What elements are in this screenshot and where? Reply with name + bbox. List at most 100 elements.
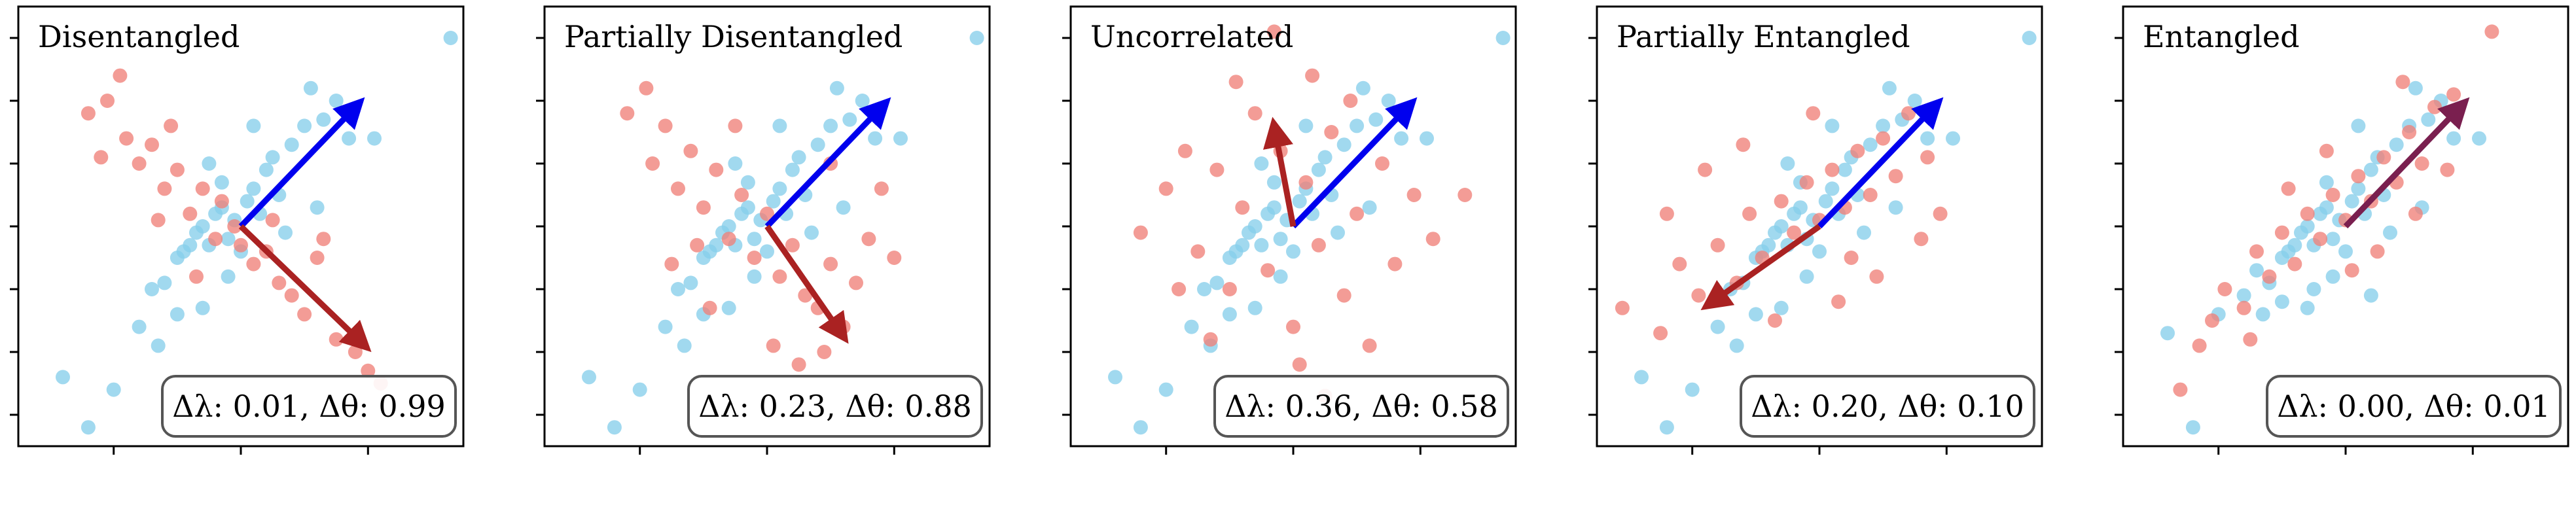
scatter-point-red <box>246 256 261 272</box>
scatter-point-red <box>798 288 813 303</box>
scatter-point-blue <box>709 237 724 253</box>
scatter-point-red <box>766 338 781 353</box>
scatter-point-blue <box>106 382 121 397</box>
scatter-point-blue <box>56 370 70 385</box>
scatter-point-red <box>1235 200 1250 215</box>
scatter-point-red <box>329 332 344 347</box>
scatter-point-red <box>1336 288 1351 303</box>
panel-5: Entangled Δλ: 0.00, Δθ: 0.01 <box>2115 5 2569 455</box>
metric-text: Δλ: 0.01, Δθ: 0.99 <box>172 389 446 424</box>
scatter-point-red <box>658 118 673 133</box>
scatter-point-blue <box>195 300 210 315</box>
scatter-point-blue <box>246 118 261 133</box>
scatter-point-blue <box>2408 80 2423 96</box>
scatter-point-blue <box>1266 175 1281 190</box>
scatter-point-blue <box>342 131 357 146</box>
scatter-point-blue <box>310 200 325 215</box>
scatter-point-blue <box>151 338 166 353</box>
scatter-point-blue <box>2319 175 2334 190</box>
scatter-point-red <box>817 345 832 359</box>
scatter-point-blue <box>246 181 261 196</box>
scatter-point-red <box>709 162 724 177</box>
scatter-point-red <box>208 232 223 247</box>
scatter-point-blue <box>284 137 299 152</box>
scatter-point-red <box>2325 188 2340 202</box>
scatter-point-blue <box>1863 137 1878 152</box>
scatter-point-blue <box>1659 420 1674 435</box>
scatter-point-blue <box>1774 300 1789 315</box>
scatter-point-blue <box>728 156 743 171</box>
scatter-point-blue <box>1920 131 1935 146</box>
scatter-point-blue <box>1888 200 1903 215</box>
scatter-point-blue <box>785 162 800 177</box>
scatter-point-blue <box>1350 118 1365 133</box>
series-red <box>1615 106 1948 341</box>
scatter-point-blue <box>1748 307 1763 322</box>
scatter-point-red <box>2217 282 2232 296</box>
panel-1: Disentangled Δλ: 0.01, Δθ: 0.99 <box>10 5 465 455</box>
scatter-point-red <box>2370 244 2385 259</box>
scatter-point-blue <box>1761 237 1776 253</box>
scatter-point-blue <box>1362 200 1377 215</box>
scatter-point-blue <box>772 181 787 196</box>
scatter-point-red <box>1691 288 1706 303</box>
scatter-point-red <box>2484 24 2499 39</box>
scatter-point-red <box>272 275 287 290</box>
scatter-point-blue <box>658 319 673 334</box>
scatter-point-red <box>683 143 698 158</box>
scatter-point-blue <box>1298 118 1314 133</box>
scatter-point-blue <box>1266 200 1281 215</box>
scatter-point-red <box>2274 225 2289 240</box>
scatter-point-red <box>1172 282 1187 296</box>
arrow-merged <box>2343 97 2470 229</box>
scatter-point-red <box>227 219 242 234</box>
scatter-point-red <box>1209 162 1225 177</box>
scatter-point-blue <box>316 112 331 127</box>
scatter-point-red <box>2249 244 2264 259</box>
scatter-point-red <box>1844 251 1859 265</box>
scatter-point-red <box>265 213 280 228</box>
scatter-point-blue <box>1311 162 1326 177</box>
scatter-point-red <box>1831 294 1846 309</box>
scatter-point-red <box>80 106 96 121</box>
scatter-point-red <box>2313 232 2328 247</box>
scatter-point-red <box>1362 338 1377 353</box>
metric-box <box>687 375 983 438</box>
scatter-point-blue <box>1818 194 1833 209</box>
scatter-point-red <box>1311 237 1326 253</box>
scatter-point-blue <box>1837 162 1852 177</box>
scatter-point-red <box>702 300 717 315</box>
scatter-point-red <box>849 275 863 290</box>
scatter-point-red <box>1425 232 1440 247</box>
scatter-point-blue <box>747 269 762 284</box>
metric-text: Δλ: 0.36, Δθ: 0.58 <box>1225 389 1498 424</box>
scatter-point-blue <box>2338 244 2353 259</box>
scatter-point-blue <box>747 232 762 247</box>
scatter-point-red <box>1324 125 1339 139</box>
scatter-point-red <box>1190 244 1206 259</box>
scatter-point-blue <box>740 175 755 190</box>
scatter-point-red <box>2319 143 2334 158</box>
scatter-point-red <box>690 237 705 253</box>
scatter-point-blue <box>443 31 458 45</box>
scatter-point-blue <box>2287 237 2302 253</box>
scatter-point-blue <box>740 200 755 215</box>
scatter-point-blue <box>221 269 236 284</box>
scatter-point-red <box>1406 188 1422 202</box>
scatter-point-blue <box>582 370 596 385</box>
scatter-point-blue <box>1882 80 1897 96</box>
scatter-point-red <box>620 106 635 121</box>
scatter-point-red <box>639 80 654 96</box>
scatter-point-blue <box>1634 370 1649 385</box>
metric-box <box>2266 375 2562 438</box>
scatter-point-blue <box>1317 150 1333 165</box>
scatter-point-red <box>164 118 179 133</box>
scatter-point-red <box>1228 75 1243 90</box>
panel-2: Partially Disentangled Δλ: 0.23, Δθ: 0.88 <box>536 5 991 455</box>
scatter-point-blue <box>2446 131 2461 146</box>
scatter-point-red <box>348 345 363 359</box>
scatter-point-red <box>772 269 787 284</box>
scatter-point-blue <box>1495 31 1511 45</box>
scatter-point-blue <box>2249 263 2264 278</box>
scatter-point-blue <box>2160 326 2175 341</box>
